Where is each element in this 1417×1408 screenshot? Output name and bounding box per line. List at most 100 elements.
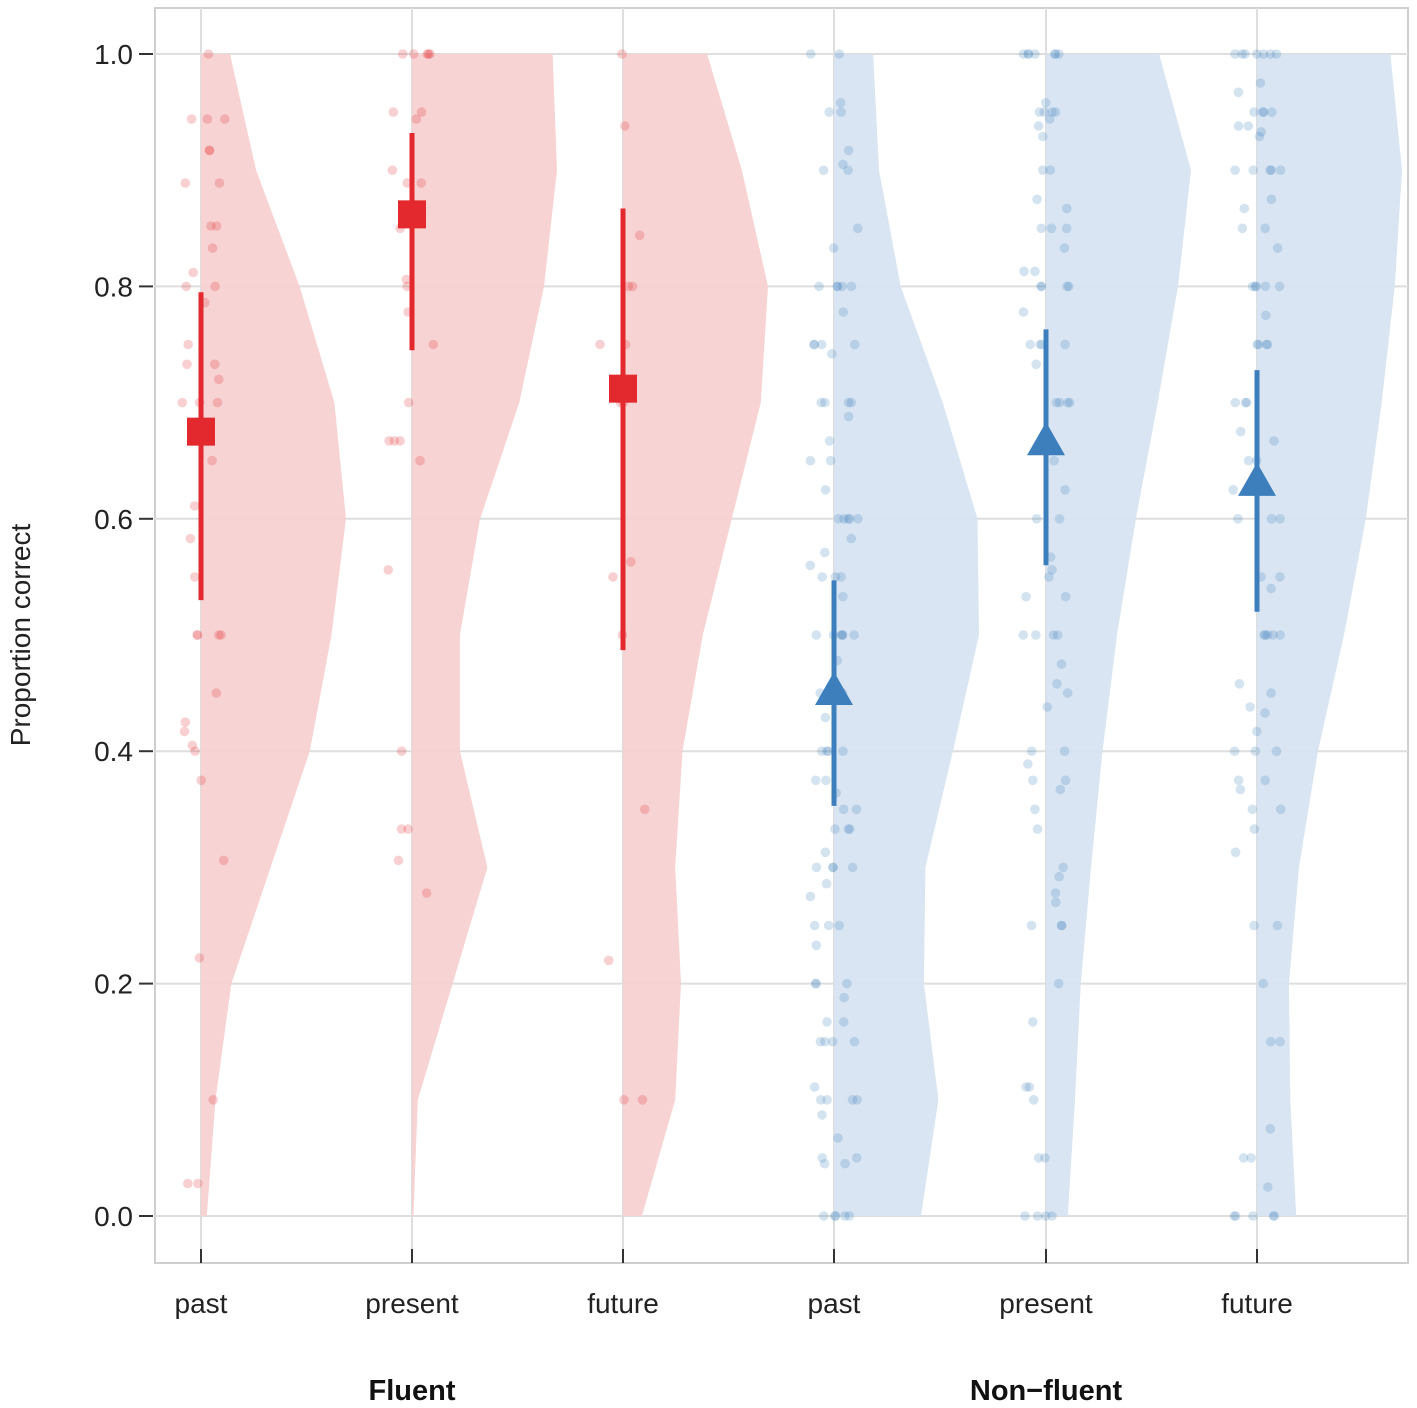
data-point xyxy=(843,397,854,408)
data-point xyxy=(183,1178,193,1189)
data-point xyxy=(1275,630,1285,640)
mean-ci-markers xyxy=(187,133,1276,806)
data-point xyxy=(1028,775,1038,786)
data-point xyxy=(428,339,439,350)
data-point xyxy=(1018,49,1029,59)
data-point xyxy=(204,145,215,156)
data-point xyxy=(822,746,832,756)
data-point xyxy=(1018,630,1028,640)
data-point xyxy=(214,178,225,188)
data-point xyxy=(202,114,213,124)
data-point xyxy=(416,178,427,188)
data-point xyxy=(1061,223,1072,234)
data-point xyxy=(847,862,858,873)
data-point xyxy=(1047,1211,1057,1221)
data-point xyxy=(1036,281,1046,292)
data-point xyxy=(1047,107,1057,117)
data-point xyxy=(825,455,836,466)
data-point xyxy=(181,281,191,292)
data-point xyxy=(1060,775,1071,786)
data-point xyxy=(830,572,841,582)
data-point xyxy=(193,1178,203,1189)
data-point xyxy=(627,281,638,292)
data-point xyxy=(1030,804,1040,815)
data-point xyxy=(396,746,407,756)
data-point xyxy=(1052,679,1062,689)
data-point xyxy=(421,888,432,898)
data-point xyxy=(1034,107,1045,117)
data-point xyxy=(815,1036,826,1047)
data-point xyxy=(207,243,218,253)
x-tick-label: present xyxy=(365,1288,459,1319)
data-point xyxy=(187,740,198,751)
data-point xyxy=(1251,281,1261,292)
x-tick-label: past xyxy=(175,1288,228,1319)
y-tick-label: 0.0 xyxy=(94,1201,133,1232)
data-point xyxy=(1252,339,1262,350)
axes: 0.0 0.2 0.4 0.6 0.8 1.0 past present future Fluen… xyxy=(94,39,1293,1407)
density-cloud xyxy=(834,54,979,1216)
data-point xyxy=(1230,165,1240,175)
data-point xyxy=(1064,281,1074,292)
data-point xyxy=(1261,339,1272,350)
data-point xyxy=(425,49,435,59)
data-point xyxy=(809,339,819,350)
data-point xyxy=(1243,455,1254,466)
data-point xyxy=(208,1095,218,1105)
data-point xyxy=(844,824,855,834)
data-point xyxy=(1249,107,1259,117)
data-point xyxy=(1023,759,1033,769)
data-point xyxy=(1062,688,1073,698)
data-point xyxy=(849,630,859,640)
data-point xyxy=(396,824,407,834)
data-point xyxy=(1044,572,1054,582)
data-point xyxy=(1054,397,1065,408)
data-point xyxy=(1263,1182,1273,1192)
data-point xyxy=(824,436,835,446)
data-point xyxy=(840,1211,850,1221)
data-point xyxy=(1028,1095,1039,1105)
data-point xyxy=(1035,339,1045,350)
data-point xyxy=(832,281,843,292)
data-point xyxy=(1233,514,1243,524)
data-point xyxy=(1260,708,1270,718)
data-point xyxy=(204,145,215,156)
data-point xyxy=(1031,359,1041,370)
data-point xyxy=(182,359,192,370)
data-point xyxy=(839,992,849,1003)
data-point xyxy=(1248,1211,1258,1221)
data-point xyxy=(422,49,433,59)
data-point xyxy=(1235,426,1246,437)
data-point xyxy=(1234,679,1245,689)
data-point xyxy=(626,557,636,567)
data-point xyxy=(1266,688,1276,698)
data-point xyxy=(1248,165,1259,175)
data-point xyxy=(180,178,191,188)
data-point xyxy=(828,243,839,253)
data-point xyxy=(849,1036,860,1047)
data-point xyxy=(1230,397,1241,408)
data-point xyxy=(1247,281,1258,292)
data-point xyxy=(1048,630,1059,640)
y-tick-label: 1.0 xyxy=(94,39,133,70)
data-point xyxy=(817,746,827,756)
data-point xyxy=(823,920,834,931)
data-point xyxy=(805,49,816,59)
data-point xyxy=(1055,784,1066,795)
data-point xyxy=(1064,397,1075,408)
density-cloud xyxy=(201,54,346,1216)
data-point xyxy=(1059,243,1070,253)
data-point xyxy=(1060,339,1070,350)
data-point xyxy=(1268,630,1278,640)
data-point xyxy=(1062,203,1072,214)
data-point xyxy=(1272,920,1283,931)
data-point xyxy=(189,572,200,582)
data-point xyxy=(1246,1153,1256,1163)
data-point xyxy=(1260,775,1270,786)
data-point xyxy=(834,49,845,59)
data-point xyxy=(842,978,852,989)
data-point xyxy=(1060,485,1070,495)
data-point xyxy=(619,1095,629,1105)
data-point xyxy=(1243,121,1254,131)
data-point xyxy=(1058,862,1068,873)
